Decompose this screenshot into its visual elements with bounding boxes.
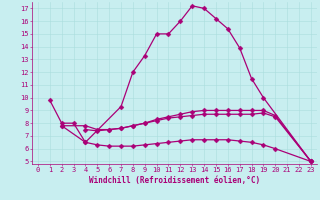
X-axis label: Windchill (Refroidissement éolien,°C): Windchill (Refroidissement éolien,°C): [89, 176, 260, 185]
